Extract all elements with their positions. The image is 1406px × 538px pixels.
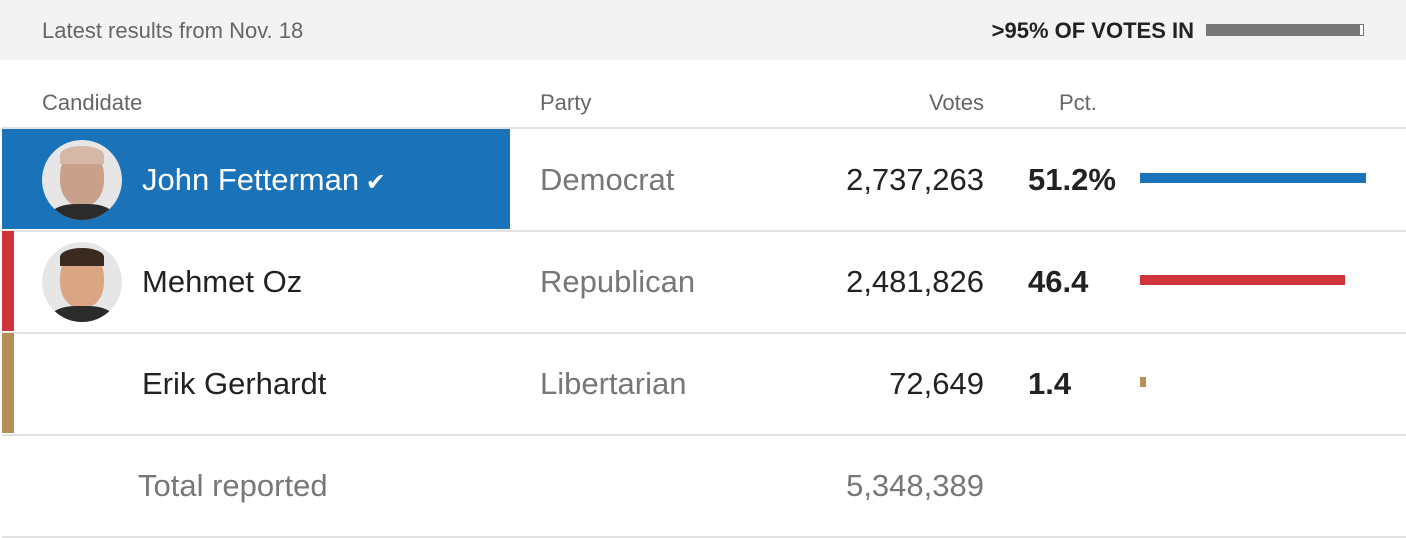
- column-header: Party: [540, 90, 592, 115]
- candidate-name: Mehmet Oz: [142, 264, 303, 299]
- photo-body: [50, 306, 114, 322]
- pct-bar: [1140, 173, 1366, 183]
- candidate-row: Mehmet Oz Republican 2,481,826 46.4: [0, 231, 1406, 332]
- reporting-bar: [1206, 24, 1364, 36]
- total-label: Total reported: [138, 468, 328, 503]
- winner-check: ✔: [359, 169, 386, 196]
- party-stripe: [2, 333, 14, 433]
- divider: [2, 434, 1406, 436]
- candidate-name: John Fetterman ✔: [142, 162, 386, 197]
- updated-note: Latest results from Nov. 18: [42, 18, 304, 43]
- votes: 2,481,826: [846, 264, 984, 299]
- candidate-name: Erik Gerhardt: [142, 366, 327, 401]
- pct: 51.2%: [1028, 162, 1116, 197]
- divider: [2, 332, 1406, 334]
- pct: 46.4: [1028, 264, 1089, 299]
- photo-body: [50, 204, 114, 220]
- candidate-photo: [42, 140, 122, 220]
- votes: 72,649: [889, 366, 984, 401]
- total-row: Total reported 5,348,389: [0, 435, 1406, 536]
- party-stripe: [2, 231, 14, 331]
- divider: [2, 230, 1406, 232]
- total-votes: 5,348,389: [846, 468, 984, 503]
- party: Libertarian: [540, 366, 687, 401]
- pct-bar: [1140, 377, 1147, 387]
- candidate-row: Erik Gerhardt Libertarian 72,649 1.4: [0, 333, 1406, 434]
- divider: [2, 536, 1406, 538]
- party: Democrat: [540, 162, 675, 197]
- column-header: Pct.: [1059, 90, 1097, 115]
- party: Republican: [540, 264, 696, 299]
- header-bar: [0, 0, 1406, 60]
- divider: [2, 127, 1406, 129]
- candidate-photo: [42, 242, 122, 322]
- photo-hair: [60, 146, 104, 164]
- pct-bar: [1140, 275, 1345, 285]
- votes: 2,737,263: [846, 162, 984, 197]
- column-header: Candidate: [42, 90, 143, 115]
- photo-hair: [60, 248, 104, 266]
- pct: 1.4: [1028, 366, 1072, 401]
- candidate-row: John Fetterman ✔ Democrat 2,737,263 51.2%: [0, 129, 1406, 230]
- column-header: Votes: [928, 90, 984, 115]
- reporting-label: >95% OF VOTES IN: [991, 18, 1194, 43]
